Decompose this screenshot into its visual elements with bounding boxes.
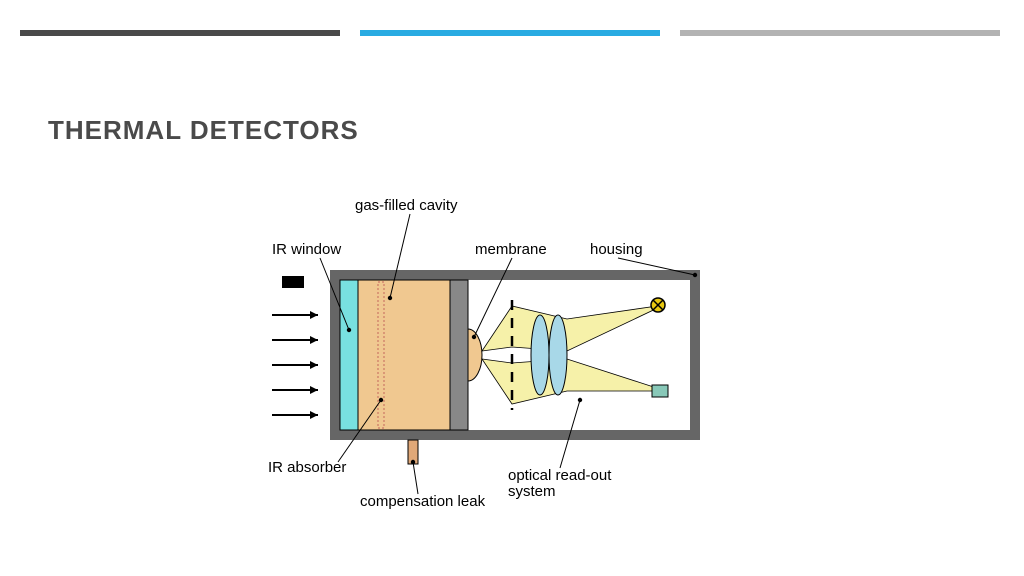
header-bars [0,30,1024,36]
svg-text:housing: housing [590,241,643,258]
svg-text:compensation leak: compensation leak [360,493,486,510]
header-bar-2 [360,30,660,36]
thermal-detector-diagram: IR window gas-filled cavity membrane housin… [260,190,780,520]
svg-text:IR window: IR window [272,241,341,258]
svg-text:system: system [508,483,556,500]
header-bar-3 [680,30,1000,36]
svg-text:gas-filled cavity: gas-filled cavity [355,197,458,214]
svg-text:optical read-out: optical read-out [508,467,612,484]
svg-text:membrane: membrane [475,241,547,258]
page-title: THERMAL DETECTORS [48,115,359,146]
svg-text:IR absorber: IR absorber [268,459,346,476]
header-bar-1 [20,30,340,36]
